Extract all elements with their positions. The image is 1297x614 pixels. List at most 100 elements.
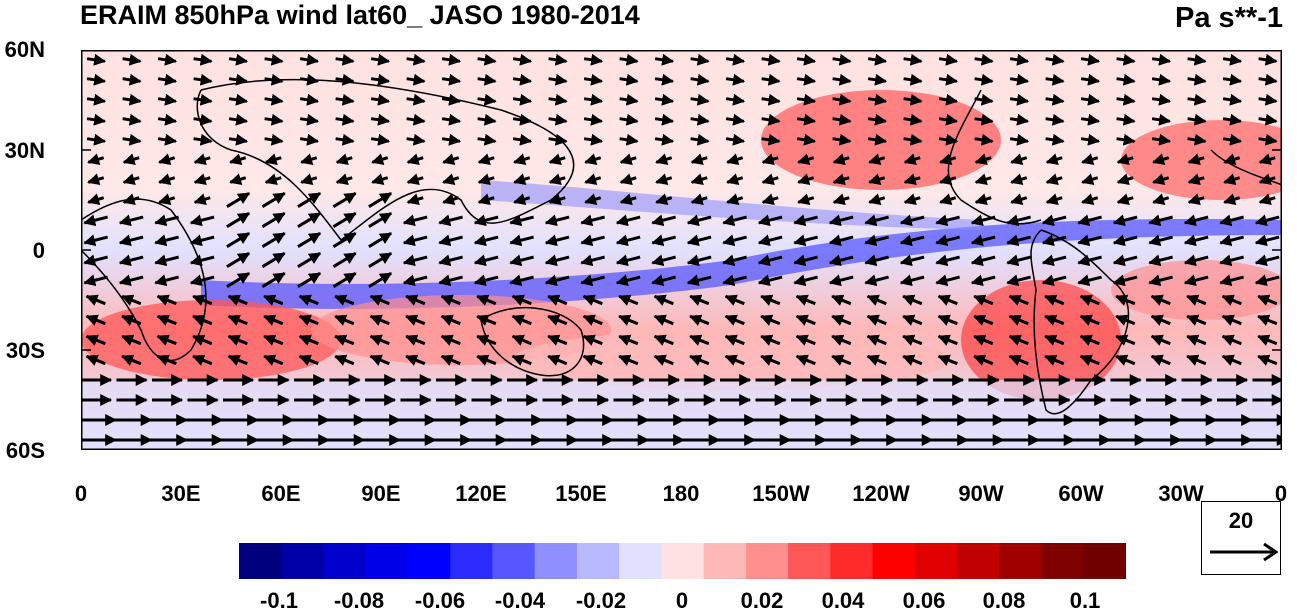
wind-vector bbox=[473, 214, 499, 227]
wind-vector bbox=[583, 133, 604, 146]
wind-vector bbox=[973, 334, 994, 346]
wind-vector bbox=[264, 93, 284, 106]
colorbar-swatch bbox=[1083, 543, 1127, 579]
wind-vector bbox=[228, 93, 249, 106]
wind-vector bbox=[547, 354, 568, 366]
wind-vector bbox=[797, 193, 815, 205]
wind-vector bbox=[582, 314, 603, 326]
wind-vector bbox=[1115, 294, 1136, 306]
wind-vector bbox=[1222, 93, 1243, 106]
wind-vector bbox=[299, 73, 320, 86]
wind-vector bbox=[724, 314, 745, 326]
wind-vector bbox=[440, 314, 461, 326]
wind-vector bbox=[335, 133, 355, 146]
wind-vector bbox=[615, 214, 641, 227]
wind-vector bbox=[509, 274, 534, 287]
wind-vector bbox=[1221, 294, 1242, 306]
lon-label-120e: 120E bbox=[455, 481, 507, 506]
wind-vector bbox=[1077, 274, 1102, 287]
wind-vector bbox=[1112, 254, 1138, 267]
wind-vector bbox=[406, 73, 426, 86]
wind-vector bbox=[369, 354, 390, 366]
wind-vector bbox=[1116, 113, 1136, 126]
wind-vector bbox=[1080, 73, 1101, 86]
wind-vectors bbox=[81, 53, 1282, 446]
wind-vector bbox=[793, 234, 818, 247]
wind-vector bbox=[866, 294, 887, 306]
wind-vector bbox=[1045, 173, 1063, 185]
colorbar-label: 0.02 bbox=[740, 588, 784, 613]
wind-vector bbox=[298, 334, 319, 346]
wind-vector bbox=[228, 73, 249, 86]
colorbar-swatch bbox=[914, 543, 958, 579]
wind-vector bbox=[686, 254, 712, 267]
wind-vector bbox=[512, 93, 533, 106]
wind-vector bbox=[654, 93, 675, 106]
wind-vector bbox=[1116, 193, 1134, 205]
wind-vector bbox=[547, 314, 568, 326]
wind-vector bbox=[1219, 234, 1244, 247]
wind-vector bbox=[192, 294, 213, 306]
wind-vector bbox=[828, 254, 854, 267]
wind-vector bbox=[654, 113, 675, 126]
colorbar-swatch bbox=[450, 543, 493, 579]
wind-vector bbox=[1041, 254, 1067, 267]
wind-vector bbox=[867, 93, 888, 106]
wind-vector bbox=[757, 254, 783, 267]
wind-vector bbox=[511, 354, 532, 366]
wind-vector bbox=[1006, 234, 1031, 247]
wind-vector bbox=[1258, 133, 1278, 146]
wind-vector bbox=[332, 192, 357, 208]
wind-vector bbox=[332, 212, 357, 228]
wind-vector bbox=[156, 314, 177, 326]
wind-vector bbox=[689, 314, 710, 326]
wind-vector bbox=[974, 133, 994, 146]
wind-vector bbox=[899, 254, 925, 267]
wind-vector bbox=[726, 173, 744, 185]
wind-vector bbox=[332, 272, 357, 288]
wind-vector bbox=[618, 294, 639, 306]
wind-vector bbox=[796, 73, 817, 86]
wind-vector bbox=[1257, 354, 1278, 366]
wind-vector bbox=[1080, 113, 1101, 126]
wind-vector bbox=[722, 274, 747, 287]
wind-vector bbox=[935, 214, 960, 227]
wind-vector bbox=[1148, 214, 1173, 227]
wind-vector bbox=[228, 113, 249, 126]
wind-vector bbox=[264, 133, 284, 146]
wind-vector bbox=[122, 193, 140, 205]
wind-vector bbox=[85, 354, 106, 366]
lat-label-30s: 30S bbox=[5, 338, 45, 363]
wind-vector bbox=[583, 93, 604, 106]
wind-vector bbox=[1079, 354, 1100, 366]
wind-vector bbox=[761, 173, 779, 185]
wind-vector bbox=[473, 234, 499, 247]
wind-vector bbox=[690, 173, 708, 185]
wind-vector bbox=[832, 73, 852, 86]
wind-vector bbox=[441, 133, 462, 146]
wind-vector bbox=[970, 234, 996, 247]
wind-vector bbox=[83, 274, 108, 287]
lon-label-180: 180 bbox=[662, 481, 700, 506]
wind-vector bbox=[87, 173, 105, 185]
wind-vector bbox=[832, 53, 852, 66]
colorbar-label: 0 bbox=[675, 588, 689, 613]
wind-vector bbox=[902, 354, 923, 366]
wind-vector bbox=[1079, 294, 1100, 306]
wind-vector bbox=[974, 93, 994, 106]
wind-vector bbox=[1258, 113, 1278, 126]
wind-vector bbox=[866, 354, 887, 366]
wind-vector bbox=[1219, 214, 1244, 227]
wind-vector bbox=[902, 294, 923, 306]
wind-vector bbox=[297, 192, 322, 208]
wind-vector bbox=[584, 173, 602, 185]
wind-vector bbox=[867, 73, 888, 86]
wind-vector bbox=[189, 274, 215, 287]
wind-vector bbox=[653, 314, 674, 326]
wind-vector bbox=[368, 272, 393, 288]
wind-vector bbox=[724, 294, 745, 306]
wind-vector bbox=[1186, 334, 1207, 346]
wind-vector bbox=[938, 53, 959, 66]
wind-vector bbox=[1115, 354, 1136, 366]
wind-vector bbox=[582, 294, 603, 306]
